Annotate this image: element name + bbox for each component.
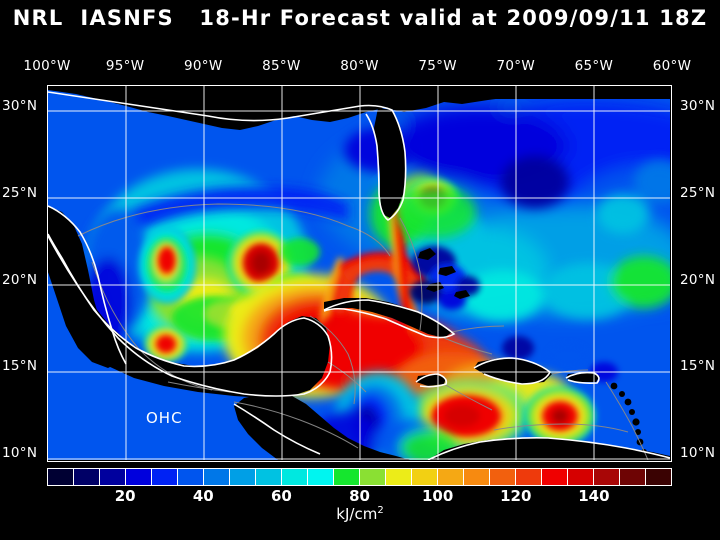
lon-label--85: 85°W [262, 58, 301, 74]
colorbar-block-15 [438, 469, 464, 485]
colorbar-block-6 [204, 469, 230, 485]
land-hispaniola [474, 358, 552, 384]
lat-label-r-30: 30°N [680, 97, 716, 114]
land-south-america [428, 438, 670, 460]
lat-label-r-20: 20°N [680, 271, 716, 288]
lat-label-l-30: 30°N [2, 97, 38, 114]
colorbar-block-7 [230, 469, 256, 485]
colorbar-block-20 [568, 469, 594, 485]
lon-label--90: 90°W [184, 58, 223, 74]
land-florida [374, 108, 406, 218]
colorbar-block-9 [282, 469, 308, 485]
figure-title: NRL IASNFS 18-Hr Forecast valid at 2009/… [12, 6, 708, 30]
lon-label--100: 100°W [23, 58, 71, 74]
ohc-field-map [48, 86, 670, 460]
map-gridlines [48, 86, 670, 460]
land-central-america [234, 394, 410, 460]
colorbar-tick-120: 120 [500, 487, 532, 505]
colorbar-block-2 [100, 469, 126, 485]
colorbar-tick-80: 80 [349, 487, 370, 505]
land-mexico-yucatan [48, 236, 330, 398]
lat-label-l-20: 20°N [2, 271, 38, 288]
colorbar-block-10 [308, 469, 334, 485]
colorbar-block-5 [178, 469, 204, 485]
lat-label-r-25: 25°N [680, 184, 716, 201]
colorbar-block-13 [386, 469, 412, 485]
colorbar-block-3 [126, 469, 152, 485]
lat-label-l-25: 25°N [2, 184, 38, 201]
unit-exponent: 2 [377, 505, 384, 516]
coastlines [48, 91, 670, 460]
colorbar-block-8 [256, 469, 282, 485]
lat-label-l-10: 10°N [2, 445, 38, 462]
colorbar-block-11 [334, 469, 360, 485]
map-plot-area: OHC [47, 85, 672, 462]
lat-label-r-15: 15°N [680, 358, 716, 375]
colorbar-tick-100: 100 [421, 487, 454, 505]
ohc-annotation: OHC [146, 409, 183, 427]
lon-label--60: 60°W [652, 58, 692, 74]
colorbar-block-12 [360, 469, 386, 485]
lon-label--80: 80°W [340, 58, 379, 74]
lon-label--70: 70°W [496, 58, 535, 74]
colorbar-block-16 [464, 469, 490, 485]
colorbar-tick-140: 140 [578, 487, 610, 505]
lat-label-l-15: 15°N [2, 358, 38, 375]
colorbar-tick-20: 20 [114, 487, 136, 505]
colorbar-tick-60: 60 [270, 487, 292, 505]
colorbar-block-1 [74, 469, 100, 485]
lon-label--75: 75°W [418, 58, 457, 74]
colorbar-block-19 [542, 469, 568, 485]
colorbar-block-17 [490, 469, 516, 485]
unit-text: kJ/cm [336, 505, 378, 523]
lon-label--95: 95°W [105, 58, 145, 74]
colorbar-block-14 [412, 469, 438, 485]
colorbar [47, 468, 672, 486]
colorbar-tick-40: 40 [192, 487, 214, 505]
no-data-band [338, 86, 670, 99]
colorbar-block-21 [594, 469, 620, 485]
colorbar-block-4 [152, 469, 178, 485]
colorbar-block-22 [620, 469, 646, 485]
lon-label--65: 65°W [574, 58, 614, 74]
colorbar-block-18 [516, 469, 542, 485]
colorbar-block-23 [646, 469, 671, 485]
bathymetry-contours [77, 203, 649, 460]
lat-label-r-10: 10°N [680, 445, 716, 462]
colorbar-block-0 [48, 469, 74, 485]
colorbar-unit-label: kJ/cm2 [0, 505, 720, 523]
